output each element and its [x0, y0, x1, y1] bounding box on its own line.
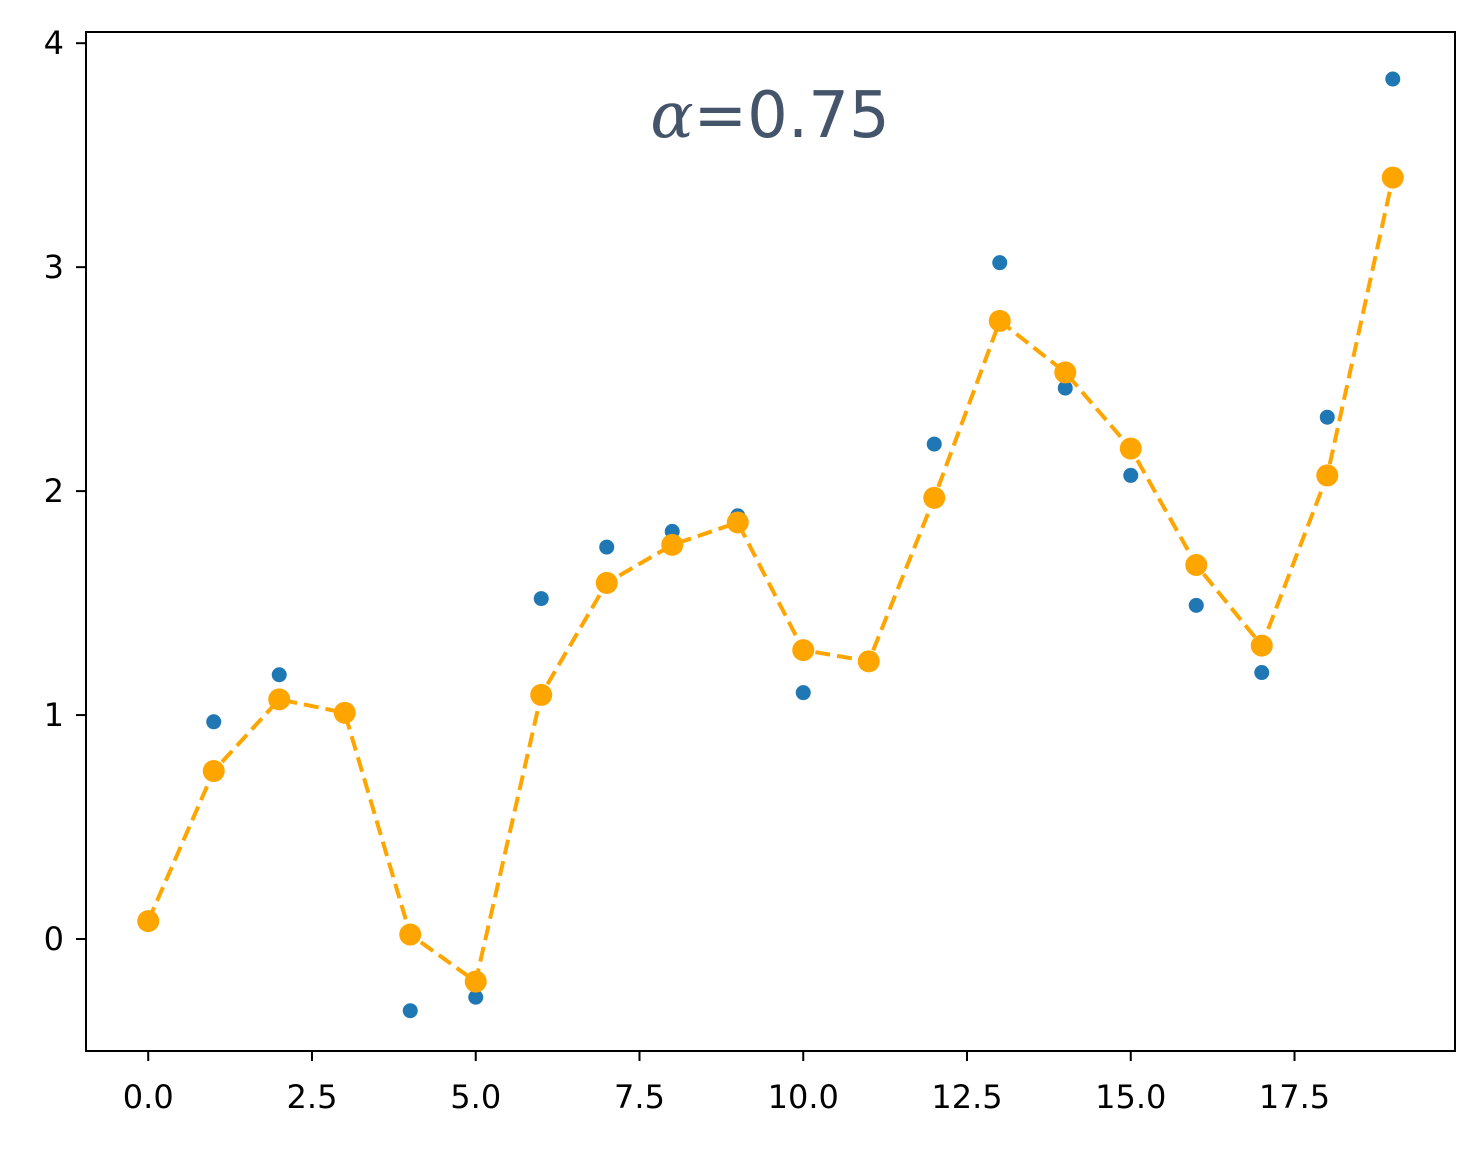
- smoothed-data-point: [923, 486, 946, 509]
- raw-data-point: [1319, 409, 1335, 425]
- x-tick-label: 0.0: [123, 1078, 174, 1116]
- raw-data-point: [533, 591, 549, 607]
- smoothed-data-point: [333, 701, 356, 724]
- smoothed-data-point: [1316, 464, 1339, 487]
- raw-data-point: [1254, 665, 1270, 681]
- smoothed-data-point: [792, 639, 815, 662]
- smoothed-data-point: [1381, 166, 1404, 189]
- raw-data-point: [926, 436, 942, 452]
- smoothed-data-point: [399, 923, 422, 946]
- alpha-value: =0.75: [694, 79, 890, 153]
- alpha-annotation: α=0.75: [650, 79, 889, 153]
- raw-data-point: [1123, 467, 1139, 483]
- y-axis-ticks: 0 1 2 3 4: [44, 24, 86, 958]
- x-tick-label: 5.0: [450, 1078, 501, 1116]
- smoothed-data-point: [1185, 554, 1208, 577]
- smoothed-data-point: [530, 683, 553, 706]
- y-tick-label: 0: [44, 920, 64, 958]
- smoothed-data-point: [1119, 437, 1142, 460]
- smoothed-data-point: [857, 650, 880, 673]
- alpha-symbol: α: [650, 79, 693, 153]
- y-tick-label: 1: [44, 696, 64, 734]
- y-tick-label: 2: [44, 472, 64, 510]
- smoothed-data-point: [661, 533, 684, 556]
- x-axis-ticks: 0.0 2.5 5.0 7.5 10.0 12.5 15.0 17.5: [123, 1051, 1330, 1116]
- raw-data-point: [599, 539, 615, 555]
- smoothed-data-point: [726, 511, 749, 534]
- plot-frame: [85, 31, 1456, 1052]
- x-tick-label: 2.5: [287, 1078, 338, 1116]
- y-tick-label: 4: [44, 24, 64, 62]
- raw-data-point: [1385, 71, 1401, 87]
- smoothed-data-point: [464, 970, 487, 993]
- smoothed-data-point: [202, 760, 225, 783]
- x-tick-label: 7.5: [614, 1078, 665, 1116]
- smoothed-data-point: [988, 309, 1011, 332]
- raw-data-point: [206, 714, 222, 730]
- smoothed-data-point: [268, 688, 291, 711]
- smoothed-series-line: [146, 177, 1395, 985]
- x-tick-label: 10.0: [768, 1078, 839, 1116]
- raw-data-point: [1057, 380, 1073, 396]
- smoothed-data-point: [1054, 361, 1077, 384]
- raw-data-point: [468, 989, 484, 1005]
- raw-data-point: [992, 255, 1008, 271]
- plot-marks: [137, 71, 1404, 1019]
- smoothed-data-point: [1250, 634, 1273, 657]
- raw-data-point: [271, 667, 287, 683]
- smoothed-data-point: [595, 571, 618, 594]
- smoothed-data-point: [137, 910, 160, 933]
- x-tick-label: 17.5: [1259, 1078, 1330, 1116]
- raw-data-point: [402, 1003, 418, 1019]
- raw-data-point: [1188, 597, 1204, 613]
- raw-data-point: [795, 685, 811, 701]
- x-tick-label: 12.5: [931, 1078, 1002, 1116]
- y-tick-label: 3: [44, 248, 64, 286]
- x-tick-label: 15.0: [1095, 1078, 1166, 1116]
